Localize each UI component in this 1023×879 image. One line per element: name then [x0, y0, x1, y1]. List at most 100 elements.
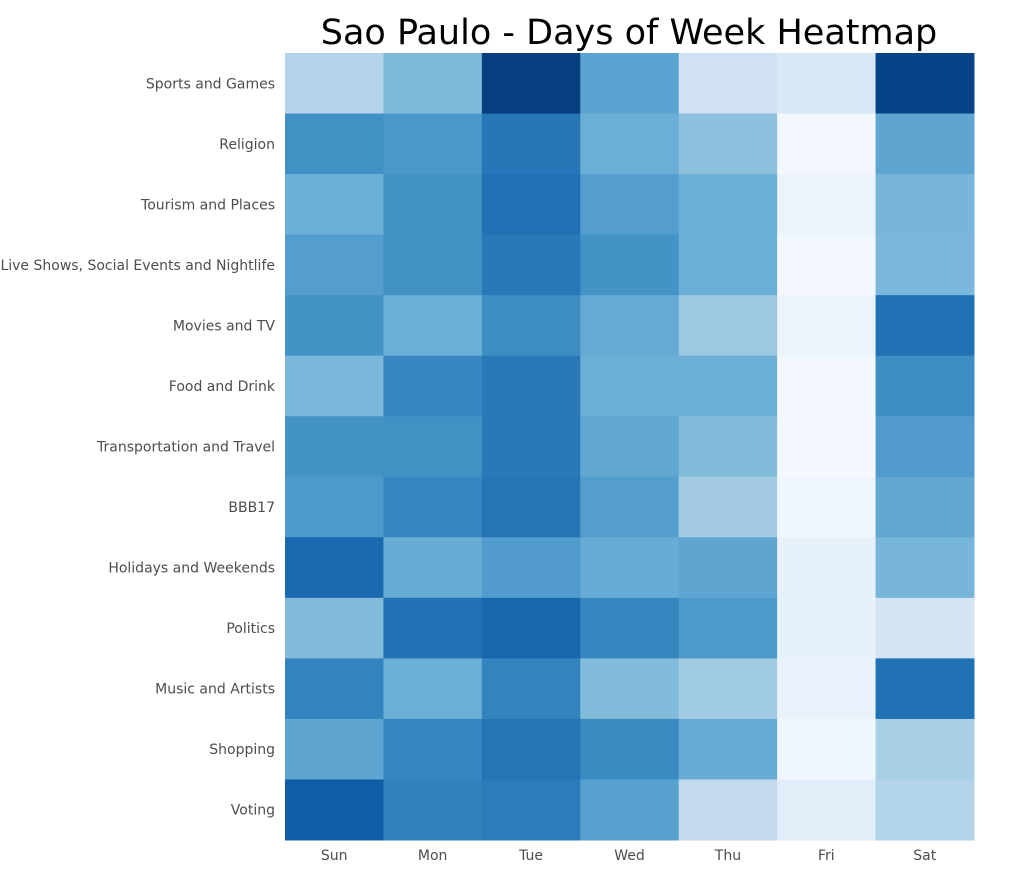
heatmap-cell-live-shows-social-events-and-nightlife-sun	[285, 234, 384, 296]
heatmap-cell-shopping-sun	[285, 718, 384, 780]
heatmap-cell-live-shows-social-events-and-nightlife-sat	[875, 234, 975, 296]
heatmap-cell-sports-and-games-fri	[777, 53, 877, 115]
heatmap-cell-shopping-thu	[678, 718, 778, 780]
y-axis-labels: Sports and Games Religion Tourism and Plac…	[0, 76, 275, 818]
heatmap-cell-food-and-drink-sat	[875, 355, 975, 417]
y-tick-label: Live Shows, Social Events and Nightlife	[0, 258, 275, 274]
heatmap-cell-holidays-and-weekends-wed	[580, 537, 680, 599]
heatmap-cell-politics-tue	[481, 597, 581, 659]
heatmap-cell-voting-tue	[481, 779, 581, 841]
heatmap-cell-music-and-artists-sat	[875, 658, 975, 720]
heatmap-cells	[285, 53, 975, 841]
y-tick-label: Religion	[219, 137, 275, 153]
heatmap-cell-politics-wed	[580, 597, 680, 659]
heatmap-cell-live-shows-social-events-and-nightlife-fri	[777, 234, 877, 296]
y-tick-label: Politics	[226, 621, 275, 637]
heatmap-cell-food-and-drink-wed	[580, 355, 680, 417]
heatmap-cell-movies-and-tv-tue	[481, 295, 581, 357]
heatmap-cell-voting-fri	[777, 779, 877, 841]
heatmap-cell-transportation-and-travel-tue	[481, 416, 581, 478]
heatmap-cell-sports-and-games-thu	[678, 53, 778, 115]
x-tick-label: Sun	[321, 848, 348, 864]
heatmap-cell-holidays-and-weekends-thu	[678, 537, 778, 599]
heatmap-cell-bbb17-tue	[481, 476, 581, 538]
x-axis-labels: Sun Mon Tue Wed Thu Fri Sat	[321, 848, 937, 864]
x-tick-label: Sat	[913, 848, 936, 864]
heatmap-cell-movies-and-tv-sat	[875, 295, 975, 357]
heatmap-cell-bbb17-mon	[383, 476, 483, 538]
y-tick-label: Sports and Games	[146, 76, 275, 92]
heatmap-cell-food-and-drink-mon	[383, 355, 483, 417]
y-tick-label: Movies and TV	[173, 318, 276, 334]
y-tick-label: Food and Drink	[169, 379, 276, 395]
heatmap-cell-food-and-drink-thu	[678, 355, 778, 417]
y-tick-label: Tourism and Places	[140, 197, 275, 213]
heatmap-cell-tourism-and-places-tue	[481, 174, 581, 236]
heatmap-cell-sports-and-games-sun	[285, 53, 384, 115]
heatmap-cell-religion-sun	[285, 113, 384, 175]
heatmap-cell-tourism-and-places-mon	[383, 174, 483, 236]
x-tick-label: Thu	[714, 848, 741, 864]
heatmap-cell-voting-thu	[678, 779, 778, 841]
heatmap-cell-live-shows-social-events-and-nightlife-tue	[481, 234, 581, 296]
heatmap-cell-transportation-and-travel-thu	[678, 416, 778, 478]
heatmap-cell-sports-and-games-sat	[875, 53, 975, 115]
heatmap-cell-live-shows-social-events-and-nightlife-wed	[580, 234, 680, 296]
heatmap-cell-movies-and-tv-fri	[777, 295, 877, 357]
heatmap-cell-politics-fri	[777, 597, 877, 659]
chart-title: Sao Paulo - Days of Week Heatmap	[321, 13, 938, 53]
heatmap-cell-food-and-drink-fri	[777, 355, 877, 417]
heatmap-cell-holidays-and-weekends-fri	[777, 537, 877, 599]
heatmap-cell-transportation-and-travel-fri	[777, 416, 877, 478]
heatmap-cell-tourism-and-places-thu	[678, 174, 778, 236]
heatmap-cell-voting-mon	[383, 779, 483, 841]
y-tick-label: Voting	[231, 803, 275, 819]
heatmap-cell-holidays-and-weekends-sat	[875, 537, 975, 599]
heatmap-cell-religion-wed	[580, 113, 680, 175]
heatmap-cell-religion-fri	[777, 113, 877, 175]
heatmap-cell-food-and-drink-sun	[285, 355, 384, 417]
heatmap-cell-shopping-sat	[875, 718, 975, 780]
heatmap-cell-shopping-tue	[481, 718, 581, 780]
heatmap-cell-politics-thu	[678, 597, 778, 659]
heatmap-cell-shopping-fri	[777, 718, 877, 780]
heatmap-cell-shopping-wed	[580, 718, 680, 780]
heatmap-cell-sports-and-games-wed	[580, 53, 680, 115]
x-tick-label: Wed	[614, 848, 645, 864]
heatmap-cell-food-and-drink-tue	[481, 355, 581, 417]
y-tick-label: Holidays and Weekends	[108, 561, 275, 577]
y-tick-label: Transportation and Travel	[96, 440, 275, 456]
heatmap-cell-bbb17-wed	[580, 476, 680, 538]
heatmap-cell-live-shows-social-events-and-nightlife-thu	[678, 234, 778, 296]
heatmap-cell-music-and-artists-tue	[481, 658, 581, 720]
heatmap-cell-movies-and-tv-thu	[678, 295, 778, 357]
heatmap-cell-music-and-artists-fri	[777, 658, 877, 720]
x-tick-label: Mon	[418, 848, 448, 864]
heatmap-cell-holidays-and-weekends-sun	[285, 537, 384, 599]
y-tick-label: Shopping	[209, 742, 275, 758]
heatmap-cell-voting-sun	[285, 779, 384, 841]
heatmap-cell-movies-and-tv-wed	[580, 295, 680, 357]
heatmap-cell-politics-sun	[285, 597, 384, 659]
heatmap-cell-religion-mon	[383, 113, 483, 175]
heatmap-cell-transportation-and-travel-mon	[383, 416, 483, 478]
heatmap-cell-movies-and-tv-sun	[285, 295, 384, 357]
y-tick-label: BBB17	[228, 500, 275, 516]
heatmap-cell-politics-mon	[383, 597, 483, 659]
x-tick-label: Fri	[818, 848, 835, 864]
heatmap-cell-music-and-artists-wed	[580, 658, 680, 720]
heatmap-cell-bbb17-sat	[875, 476, 975, 538]
y-tick-label: Music and Artists	[155, 682, 275, 698]
heatmap-cell-movies-and-tv-mon	[383, 295, 483, 357]
heatmap-cell-transportation-and-travel-wed	[580, 416, 680, 478]
heatmap-cell-music-and-artists-mon	[383, 658, 483, 720]
x-tick-label: Tue	[518, 848, 543, 864]
heatmap-cell-transportation-and-travel-sun	[285, 416, 384, 478]
heatmap-cell-voting-sat	[875, 779, 975, 841]
heatmap-cell-bbb17-fri	[777, 476, 877, 538]
heatmap-cell-voting-wed	[580, 779, 680, 841]
heatmap-cell-religion-thu	[678, 113, 778, 175]
heatmap-cell-holidays-and-weekends-tue	[481, 537, 581, 599]
heatmap-cell-religion-sat	[875, 113, 975, 175]
heatmap-cell-sports-and-games-mon	[383, 53, 483, 115]
